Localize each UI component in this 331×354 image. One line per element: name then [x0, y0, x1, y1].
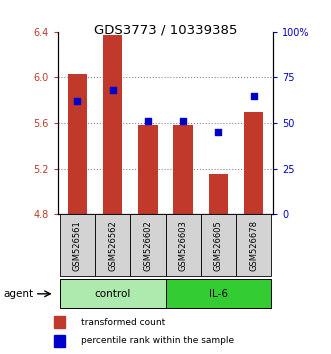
- Point: [110, 87, 115, 93]
- Text: GSM526562: GSM526562: [108, 220, 117, 270]
- FancyBboxPatch shape: [201, 214, 236, 276]
- Text: GSM526603: GSM526603: [179, 220, 188, 270]
- Text: GSM526678: GSM526678: [249, 219, 258, 271]
- FancyBboxPatch shape: [60, 214, 95, 276]
- Text: control: control: [94, 289, 131, 299]
- Bar: [244, 112, 263, 214]
- Text: GSM526605: GSM526605: [214, 220, 223, 270]
- Bar: [68, 74, 87, 214]
- FancyBboxPatch shape: [60, 280, 166, 308]
- Bar: [54, 335, 65, 347]
- Bar: [138, 125, 158, 214]
- FancyBboxPatch shape: [130, 214, 166, 276]
- Bar: [103, 35, 122, 214]
- Text: GSM526602: GSM526602: [143, 220, 152, 270]
- Text: agent: agent: [3, 289, 33, 299]
- FancyBboxPatch shape: [236, 214, 271, 276]
- Text: IL-6: IL-6: [209, 289, 228, 299]
- Point: [180, 118, 186, 124]
- FancyBboxPatch shape: [166, 280, 271, 308]
- Point: [145, 118, 151, 124]
- Text: percentile rank within the sample: percentile rank within the sample: [81, 336, 234, 345]
- Text: transformed count: transformed count: [81, 318, 165, 326]
- FancyBboxPatch shape: [166, 214, 201, 276]
- Text: GDS3773 / 10339385: GDS3773 / 10339385: [94, 23, 237, 36]
- FancyBboxPatch shape: [95, 214, 130, 276]
- Bar: [54, 316, 65, 328]
- Bar: [209, 174, 228, 214]
- Bar: [173, 125, 193, 214]
- Text: GSM526561: GSM526561: [73, 220, 82, 270]
- Point: [251, 93, 256, 98]
- Point: [75, 98, 80, 104]
- Point: [216, 129, 221, 135]
